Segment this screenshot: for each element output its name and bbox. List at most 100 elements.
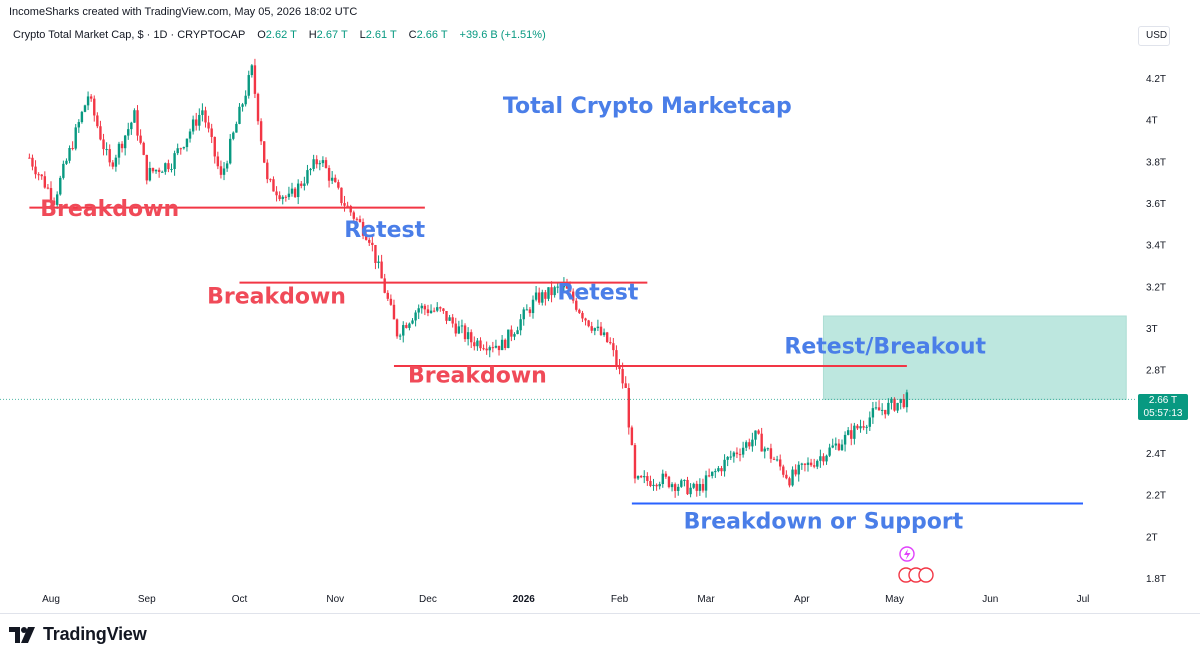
candle-body <box>303 183 306 186</box>
candle-body <box>760 433 763 452</box>
candle-body <box>210 128 213 137</box>
candle-body <box>330 177 334 181</box>
y-tick-label: 2.8T <box>1146 366 1166 377</box>
candle-body <box>324 160 328 168</box>
high-value: 2.67 T <box>316 29 348 41</box>
close-value: 2.66 T <box>416 29 448 41</box>
candle-body <box>534 292 538 300</box>
candle-body <box>198 114 201 126</box>
candle-body <box>374 244 377 263</box>
candle-body <box>843 434 847 445</box>
candle-body <box>584 318 587 321</box>
candle-body <box>151 167 155 172</box>
candle-body <box>318 163 322 165</box>
annotation-label: Breakdown <box>207 285 346 310</box>
candle-body <box>145 154 148 181</box>
candle-body <box>31 157 34 167</box>
candle-body <box>402 325 405 336</box>
footer-divider <box>0 613 1200 614</box>
candle-body <box>664 473 668 477</box>
candle-body <box>46 187 50 189</box>
candle-body <box>479 340 482 349</box>
candle-body <box>278 195 281 200</box>
candle-body <box>405 325 408 328</box>
open-key: O <box>257 29 266 41</box>
candle-body <box>525 309 529 311</box>
symbol-name[interactable]: Crypto Total Market Cap, $ · 1D · CRYPTO… <box>13 29 246 41</box>
candle-body <box>741 447 745 455</box>
currency-selector[interactable] <box>1138 26 1170 46</box>
candle-body <box>269 179 272 181</box>
candle-body <box>636 476 640 479</box>
candle-body <box>361 221 365 236</box>
candle-body <box>859 426 862 429</box>
candle-body <box>763 448 766 452</box>
candle-body <box>420 305 423 309</box>
candle-body <box>571 291 575 301</box>
candle-body <box>80 111 84 123</box>
candle-body <box>575 300 578 310</box>
candle-body <box>856 425 859 429</box>
candle-body <box>442 308 445 312</box>
candle-body <box>123 135 127 149</box>
candle-body <box>748 442 751 447</box>
candle-body <box>343 203 346 206</box>
candle-body <box>698 484 702 491</box>
candle-body <box>751 439 754 447</box>
candle-body <box>157 169 161 173</box>
candle-body <box>71 148 74 150</box>
candle-body <box>624 383 627 389</box>
candle-body <box>837 443 841 451</box>
y-tick-label: 3.4T <box>1146 241 1166 252</box>
candle-body <box>819 456 822 461</box>
flag-icon[interactable] <box>918 567 934 583</box>
level-lines-layer <box>0 206 1135 505</box>
y-axis[interactable]: 4.2T 4T 3.8T 3.6T 3.4T 3.2T 3T 2.8T 2.4T 2.2T 2T 1.… <box>1146 74 1166 585</box>
candle-body <box>556 286 559 288</box>
tradingview-footer[interactable]: TradingView <box>9 624 147 645</box>
candle-body <box>643 476 646 478</box>
candle-body <box>865 426 868 428</box>
candle-body <box>65 160 68 164</box>
candle-body <box>59 177 62 195</box>
candle-body <box>93 98 96 116</box>
candle-body <box>358 219 362 222</box>
event-icons[interactable] <box>898 546 934 583</box>
candle-body <box>578 309 581 313</box>
candle-body <box>284 196 288 198</box>
candle-body <box>191 119 195 132</box>
candle-body <box>395 319 399 337</box>
candle-body <box>130 122 133 130</box>
candle-body <box>108 149 111 163</box>
zone-layer <box>822 315 1127 400</box>
candle-body <box>695 483 698 491</box>
candle-body <box>266 162 269 180</box>
candle-body <box>352 212 356 219</box>
candle-body <box>633 445 637 479</box>
candle-body <box>766 448 770 450</box>
y-tick-label: 2.4T <box>1146 449 1166 460</box>
candle-body <box>179 148 182 150</box>
candle-body <box>213 136 216 157</box>
last-price-value: 2.66 T <box>1148 395 1178 406</box>
candle-body <box>253 65 257 94</box>
candle-body <box>195 119 198 126</box>
candle-body <box>164 163 167 172</box>
candle-body <box>831 445 834 448</box>
x-axis[interactable]: Aug Sep Oct Nov Dec 2026 Feb Mar Apr May Jun Jul <box>42 594 1089 605</box>
candle-body <box>37 174 40 176</box>
candle-body <box>646 476 649 482</box>
candle-body <box>757 430 760 434</box>
candle-body <box>729 456 732 458</box>
annotation-label: Retest <box>557 280 638 305</box>
candle-body <box>148 167 152 181</box>
candle-body <box>720 468 723 472</box>
candle-body <box>531 299 535 314</box>
candle-body <box>77 122 81 128</box>
candle-body <box>68 148 71 161</box>
candle-body <box>745 442 748 448</box>
candle-body <box>884 409 887 415</box>
candle-body <box>806 462 810 465</box>
x-tick-label: Oct <box>232 594 248 605</box>
